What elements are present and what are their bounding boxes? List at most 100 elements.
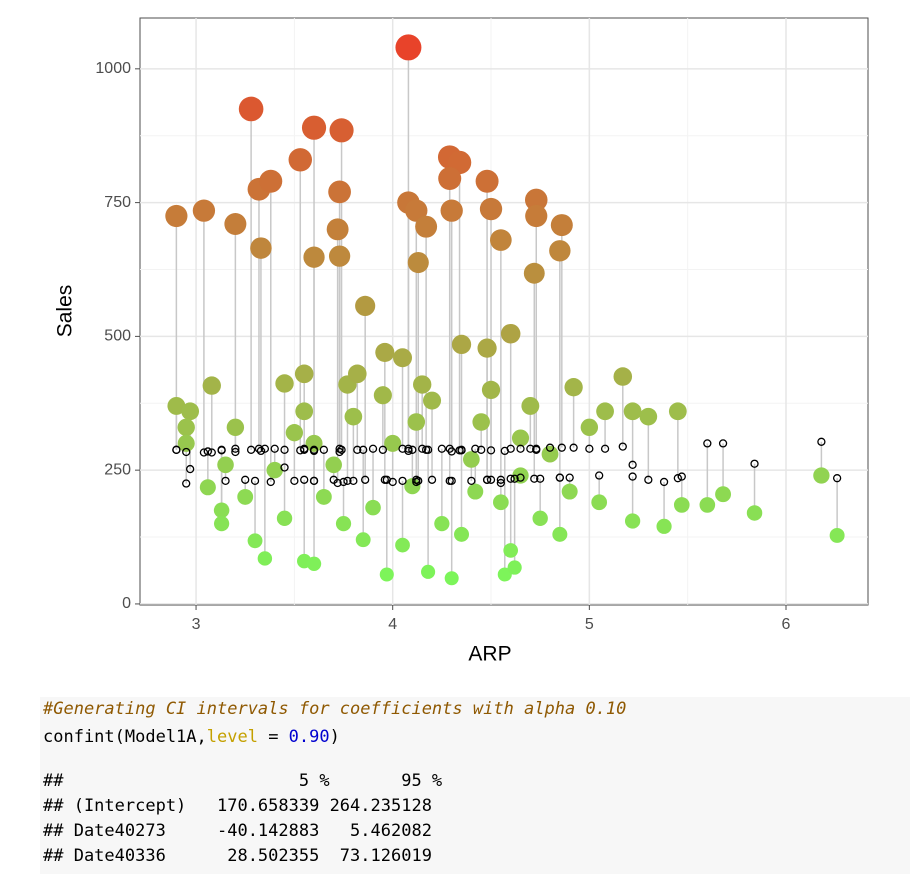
fitted-point xyxy=(628,472,637,481)
point xyxy=(404,478,421,495)
point xyxy=(413,375,432,394)
point xyxy=(285,424,304,442)
point xyxy=(326,218,349,241)
fitted-point xyxy=(457,445,466,454)
point xyxy=(384,434,402,452)
fitted-point xyxy=(506,474,515,483)
point xyxy=(596,402,614,421)
point xyxy=(564,378,583,397)
fitted-point xyxy=(447,447,456,456)
point xyxy=(192,199,216,222)
code-token: confint(Model1A, xyxy=(43,727,207,747)
fitted-point xyxy=(447,476,456,486)
fitted-point xyxy=(423,445,433,454)
fitted-point xyxy=(339,477,348,487)
fitted-point xyxy=(256,446,266,456)
fitted-point xyxy=(309,445,319,454)
y-tick-label: 0 xyxy=(122,595,131,612)
fitted-point xyxy=(172,445,181,454)
fitted-point xyxy=(250,476,260,486)
chart: ARP Sales 0 250 500 750 1000 3 4 5 6 xyxy=(54,17,869,666)
point xyxy=(276,510,293,526)
point xyxy=(306,556,322,571)
fitted-point xyxy=(398,444,407,453)
fitted-point xyxy=(526,444,535,453)
fitted-point xyxy=(260,444,270,453)
fitted-point xyxy=(516,444,525,453)
y-tick-label: 1000 xyxy=(95,60,131,77)
fitted-point xyxy=(516,473,525,482)
fitted-point xyxy=(280,463,289,472)
point xyxy=(238,96,264,122)
fitted-point xyxy=(231,447,240,457)
fitted-point xyxy=(427,475,437,484)
fitted-point xyxy=(677,472,686,481)
plot-area xyxy=(165,34,845,586)
point xyxy=(813,467,830,484)
point xyxy=(335,516,352,532)
point xyxy=(344,407,363,426)
fitted-point xyxy=(280,445,289,454)
point xyxy=(303,246,325,268)
fitted-point xyxy=(555,473,564,482)
fitted-point xyxy=(565,473,574,482)
y-tick-label: 750 xyxy=(104,194,131,211)
point xyxy=(407,413,426,431)
x-tick-label: 5 xyxy=(585,616,594,633)
code-token: = xyxy=(257,727,289,747)
fitted-point xyxy=(329,475,338,484)
point xyxy=(165,204,188,228)
point xyxy=(639,407,658,426)
fitted-point xyxy=(482,475,492,484)
fitted-point xyxy=(241,475,250,484)
point xyxy=(623,402,642,421)
point xyxy=(507,560,522,575)
fitted-point xyxy=(530,474,539,483)
point xyxy=(237,488,254,505)
output-line: ## Date40336 28.502355 73.126019 xyxy=(43,846,432,866)
fitted-point xyxy=(408,445,417,454)
point xyxy=(365,499,381,516)
fitted-point xyxy=(300,475,309,484)
fitted-point xyxy=(368,444,378,453)
fitted-point xyxy=(585,444,594,453)
fitted-point xyxy=(199,448,209,457)
fitted-point xyxy=(618,442,627,451)
point xyxy=(715,486,732,503)
fitted-point xyxy=(361,475,370,484)
y-tick-label: 500 xyxy=(104,328,131,345)
point xyxy=(202,376,221,395)
x-tick-label: 3 xyxy=(192,616,201,633)
point xyxy=(294,364,314,384)
point xyxy=(224,213,247,236)
point xyxy=(250,237,272,259)
fitted-point xyxy=(335,447,344,457)
point xyxy=(511,429,530,447)
point xyxy=(315,488,332,505)
code-line: confint(Model1A,level = 0.90) xyxy=(43,727,340,747)
point xyxy=(405,199,428,222)
fitted-point xyxy=(703,439,712,448)
fitted-point xyxy=(600,444,610,453)
point xyxy=(440,199,463,222)
point xyxy=(423,391,442,410)
fitted-point xyxy=(817,437,826,446)
fitted-point xyxy=(832,474,842,483)
point xyxy=(561,483,578,500)
fitted-point xyxy=(532,445,541,454)
point xyxy=(355,532,371,548)
fitted-point xyxy=(349,476,358,486)
point xyxy=(477,338,497,358)
fitted-point xyxy=(185,464,195,474)
point xyxy=(475,169,499,193)
point xyxy=(444,571,459,586)
point xyxy=(328,245,351,267)
point xyxy=(395,537,410,553)
point xyxy=(181,402,200,421)
point xyxy=(591,494,608,511)
point xyxy=(325,456,342,474)
point xyxy=(288,148,312,172)
point xyxy=(199,479,216,496)
fitted-point xyxy=(266,477,275,487)
fitted-point xyxy=(595,471,604,480)
